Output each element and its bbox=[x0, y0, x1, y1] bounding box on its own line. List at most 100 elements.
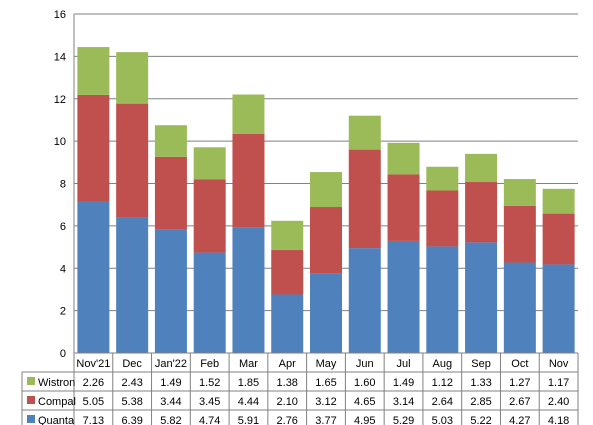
bar-wistron-0 bbox=[77, 47, 110, 95]
bar-compal-5 bbox=[271, 250, 304, 295]
x-tick-label: Jun bbox=[356, 358, 374, 370]
bar-quanta-3 bbox=[193, 252, 226, 353]
bar-wistron-7 bbox=[348, 115, 381, 150]
y-tick-label: 16 bbox=[54, 9, 66, 21]
bar-compal-10 bbox=[465, 182, 498, 243]
data-label: 5.29 bbox=[393, 415, 414, 425]
bar-quanta-11 bbox=[503, 262, 536, 353]
y-tick-label: 10 bbox=[54, 136, 66, 148]
x-tick-label: Nov'21 bbox=[76, 358, 110, 370]
x-tick-label: Dec bbox=[122, 358, 142, 370]
data-label: 5.05 bbox=[83, 396, 104, 408]
data-label: 5.82 bbox=[160, 415, 181, 425]
data-label: 1.12 bbox=[432, 377, 453, 389]
legend-key-quanta bbox=[27, 415, 35, 423]
bar-quanta-9 bbox=[426, 246, 459, 353]
bar-compal-7 bbox=[348, 149, 381, 249]
x-tick-label: Jul bbox=[397, 358, 411, 370]
data-table: Nov'21 Dec Jan'22 Feb Mar Apr May Jun Jul Aug Sep O… bbox=[21, 352, 579, 425]
y-tick-label: 12 bbox=[54, 94, 66, 106]
x-tick-label: Aug bbox=[433, 358, 453, 370]
bar-compal-4 bbox=[232, 133, 265, 228]
data-label: 4.65 bbox=[354, 396, 375, 408]
bar-quanta-7 bbox=[348, 248, 381, 353]
bars bbox=[77, 47, 575, 353]
bar-wistron-4 bbox=[232, 94, 265, 134]
data-label: 2.43 bbox=[121, 377, 142, 389]
bar-quanta-10 bbox=[465, 242, 498, 353]
data-label: 2.67 bbox=[509, 396, 530, 408]
data-label: 1.49 bbox=[160, 377, 181, 389]
bar-wistron-5 bbox=[271, 220, 304, 251]
bar-quanta-1 bbox=[116, 217, 149, 353]
bar-wistron-1 bbox=[116, 52, 149, 104]
x-tick-label: Jan'22 bbox=[155, 358, 187, 370]
data-label: 5.22 bbox=[470, 415, 491, 425]
data-label: 1.38 bbox=[277, 377, 298, 389]
data-label: 5.91 bbox=[238, 415, 259, 425]
x-tick-label: Apr bbox=[279, 358, 296, 370]
legend-key-wistron bbox=[27, 377, 35, 385]
data-label: 4.74 bbox=[199, 415, 220, 425]
y-tick-label: 14 bbox=[54, 51, 66, 63]
legend-label-wistron: Wistron bbox=[38, 377, 75, 389]
data-label: 2.10 bbox=[277, 396, 298, 408]
bar-wistron-10 bbox=[465, 153, 498, 183]
y-tick-label: 0 bbox=[60, 348, 66, 360]
data-label: 1.33 bbox=[470, 377, 491, 389]
y-tick-label: 2 bbox=[60, 306, 66, 318]
x-tick-label: Nov bbox=[549, 358, 569, 370]
bar-quanta-0 bbox=[77, 201, 110, 353]
data-label: 2.40 bbox=[548, 396, 569, 408]
data-label: 2.85 bbox=[470, 396, 491, 408]
bar-wistron-9 bbox=[426, 166, 459, 191]
y-tick-label: 6 bbox=[60, 221, 66, 233]
bar-compal-11 bbox=[503, 205, 536, 263]
bar-compal-9 bbox=[426, 190, 459, 247]
bar-compal-3 bbox=[193, 179, 226, 253]
x-tick-label: Mar bbox=[239, 358, 258, 370]
data-label: 3.44 bbox=[160, 396, 181, 408]
bar-wistron-12 bbox=[542, 188, 575, 214]
legend-label-compal: Compal bbox=[38, 396, 76, 408]
data-label: 4.95 bbox=[354, 415, 375, 425]
y-tick-label: 4 bbox=[60, 263, 66, 275]
data-label: 2.76 bbox=[277, 415, 298, 425]
bar-quanta-8 bbox=[387, 240, 420, 353]
legend-key-compal bbox=[27, 396, 35, 404]
bar-compal-8 bbox=[387, 174, 420, 241]
data-label: 1.60 bbox=[354, 377, 375, 389]
data-label: 5.38 bbox=[121, 396, 142, 408]
bar-compal-12 bbox=[542, 213, 575, 265]
bar-compal-6 bbox=[310, 207, 342, 274]
data-label: 2.64 bbox=[432, 396, 453, 408]
data-label: 4.18 bbox=[548, 415, 569, 425]
data-label: 1.49 bbox=[393, 377, 414, 389]
data-label: 2.26 bbox=[83, 377, 104, 389]
bar-quanta-6 bbox=[310, 273, 342, 353]
bar-wistron-11 bbox=[503, 179, 536, 206]
x-tick-label: Sep bbox=[471, 358, 491, 370]
bar-compal-2 bbox=[154, 156, 187, 230]
bar-quanta-12 bbox=[542, 264, 575, 353]
data-label: 6.39 bbox=[121, 415, 142, 425]
data-label: 3.77 bbox=[315, 415, 336, 425]
data-label: 3.12 bbox=[315, 396, 336, 408]
bar-wistron-6 bbox=[310, 172, 342, 208]
y-tick-label: 8 bbox=[60, 179, 66, 191]
data-label: 1.52 bbox=[199, 377, 220, 389]
data-label: 3.14 bbox=[393, 396, 414, 408]
bar-compal-1 bbox=[116, 103, 149, 218]
data-label: 1.85 bbox=[238, 377, 259, 389]
data-label: 4.27 bbox=[509, 415, 530, 425]
data-label: 1.17 bbox=[548, 377, 569, 389]
data-label: 1.27 bbox=[509, 377, 530, 389]
bar-quanta-2 bbox=[154, 229, 187, 353]
x-tick-label: May bbox=[316, 358, 337, 370]
bar-compal-0 bbox=[77, 94, 110, 202]
bar-wistron-8 bbox=[387, 142, 420, 175]
bar-wistron-2 bbox=[154, 125, 187, 157]
data-label: 4.44 bbox=[238, 396, 259, 408]
data-label: 3.45 bbox=[199, 396, 220, 408]
